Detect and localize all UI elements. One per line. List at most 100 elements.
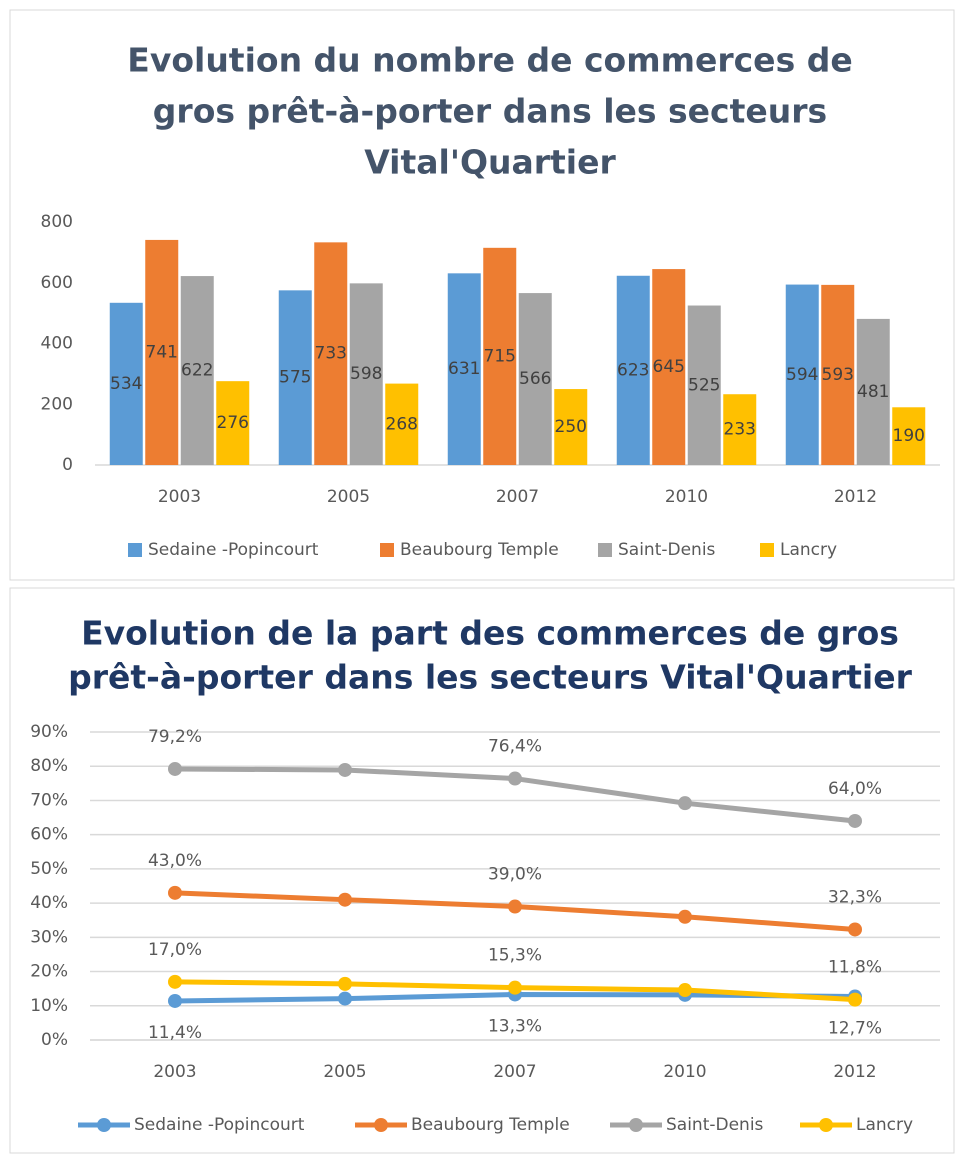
y-tick-label: 40% (30, 893, 68, 913)
bar (385, 383, 419, 465)
legend-label: Sedaine -Popincourt (148, 540, 319, 560)
data-label: 534 (110, 374, 142, 394)
y-tick-label: 80% (30, 756, 68, 776)
legend-label: Saint-Denis (666, 1115, 764, 1135)
point (168, 974, 182, 989)
y-tick-label: 90% (30, 722, 68, 742)
y-tick-label: 400 (41, 334, 73, 354)
chart-title: Evolution du nombre de commerces de (127, 41, 852, 80)
bar (892, 407, 926, 465)
bar (785, 284, 819, 465)
point (338, 991, 352, 1006)
data-label: 645 (653, 357, 685, 377)
y-tick-label: 600 (41, 273, 73, 293)
data-label: 76,4% (488, 737, 542, 757)
y-tick-label: 800 (41, 212, 73, 232)
legend-swatch (760, 543, 774, 557)
legend-marker (97, 1118, 111, 1132)
legend-label: Saint-Denis (618, 540, 716, 560)
x-tick-label: 2012 (833, 1062, 876, 1082)
data-label: 12,7% (828, 1019, 882, 1039)
x-tick-label: 2012 (834, 487, 877, 507)
data-label: 43,0% (148, 851, 202, 871)
point (338, 762, 352, 777)
point (168, 993, 182, 1008)
bar (821, 284, 855, 465)
data-label: 623 (617, 360, 649, 380)
legend-swatch (598, 543, 612, 557)
data-label: 233 (724, 420, 756, 440)
x-tick-label: 2005 (323, 1062, 366, 1082)
y-tick-label: 200 (41, 394, 73, 414)
legend-label: Beaubourg Temple (400, 540, 559, 560)
point (338, 976, 352, 991)
x-tick-label: 2007 (493, 1062, 536, 1082)
bar (518, 293, 552, 465)
data-label: 64,0% (828, 779, 882, 799)
chart-title: gros prêt-à-porter dans les secteurs (153, 92, 827, 131)
data-label: 594 (786, 365, 818, 385)
data-label: 11,8% (828, 958, 882, 978)
bar (483, 247, 517, 465)
y-tick-label: 20% (30, 962, 68, 982)
bar (109, 302, 143, 465)
point (338, 892, 352, 907)
x-tick-label: 2003 (153, 1062, 196, 1082)
point (508, 771, 522, 786)
y-tick-label: 10% (30, 996, 68, 1016)
y-tick-label: 50% (30, 859, 68, 879)
bar (723, 394, 757, 465)
x-tick-label: 2010 (663, 1062, 706, 1082)
data-label: 15,3% (488, 946, 542, 966)
x-tick-label: 2010 (665, 487, 708, 507)
data-label: 268 (386, 414, 418, 434)
legend-swatch (128, 543, 142, 557)
y-tick-label: 30% (30, 927, 68, 947)
bar (216, 381, 250, 465)
data-label: 11,4% (148, 1023, 202, 1043)
chart-title: prêt-à-porter dans les secteurs Vital'Qu… (68, 658, 912, 697)
bar (652, 269, 686, 465)
point (508, 980, 522, 995)
data-label: 32,3% (828, 887, 882, 907)
data-label: 622 (181, 361, 213, 381)
point (848, 813, 862, 828)
data-label: 525 (688, 375, 720, 395)
bar (278, 290, 312, 465)
data-label: 250 (555, 417, 587, 437)
data-label: 598 (350, 364, 382, 384)
data-label: 481 (857, 382, 889, 402)
point (848, 992, 862, 1007)
legend-label: Beaubourg Temple (411, 1115, 570, 1135)
x-tick-label: 2007 (496, 487, 539, 507)
x-tick-label: 2003 (158, 487, 201, 507)
point (678, 796, 692, 811)
legend-marker (629, 1118, 643, 1132)
legend-label: Lancry (856, 1115, 913, 1135)
data-label: 79,2% (148, 727, 202, 747)
bar (349, 283, 383, 465)
bar (554, 389, 588, 465)
bar (856, 318, 890, 465)
legend-label: Lancry (780, 540, 837, 560)
chart-frame (9, 587, 955, 1154)
data-label: 631 (448, 359, 480, 379)
y-tick-label: 0% (41, 1030, 68, 1050)
point (678, 909, 692, 924)
data-label: 39,0% (488, 865, 542, 885)
data-label: 741 (146, 342, 178, 362)
legend-label: Sedaine -Popincourt (134, 1115, 305, 1135)
bar (616, 275, 650, 465)
y-tick-label: 70% (30, 790, 68, 810)
point (168, 885, 182, 900)
point (168, 761, 182, 776)
legend-marker (819, 1118, 833, 1132)
data-label: 13,3% (488, 1016, 542, 1036)
x-tick-label: 2005 (327, 487, 370, 507)
data-label: 190 (893, 426, 925, 446)
y-tick-label: 60% (30, 825, 68, 845)
y-tick-label: 0 (62, 455, 73, 475)
bar (145, 239, 179, 465)
